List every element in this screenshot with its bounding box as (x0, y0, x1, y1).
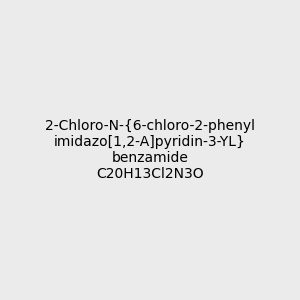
Text: 2-Chloro-N-{6-chloro-2-phenyl
imidazo[1,2-A]pyridin-3-YL}
benzamide
C20H13Cl2N3O: 2-Chloro-N-{6-chloro-2-phenyl imidazo[1,… (45, 119, 255, 181)
